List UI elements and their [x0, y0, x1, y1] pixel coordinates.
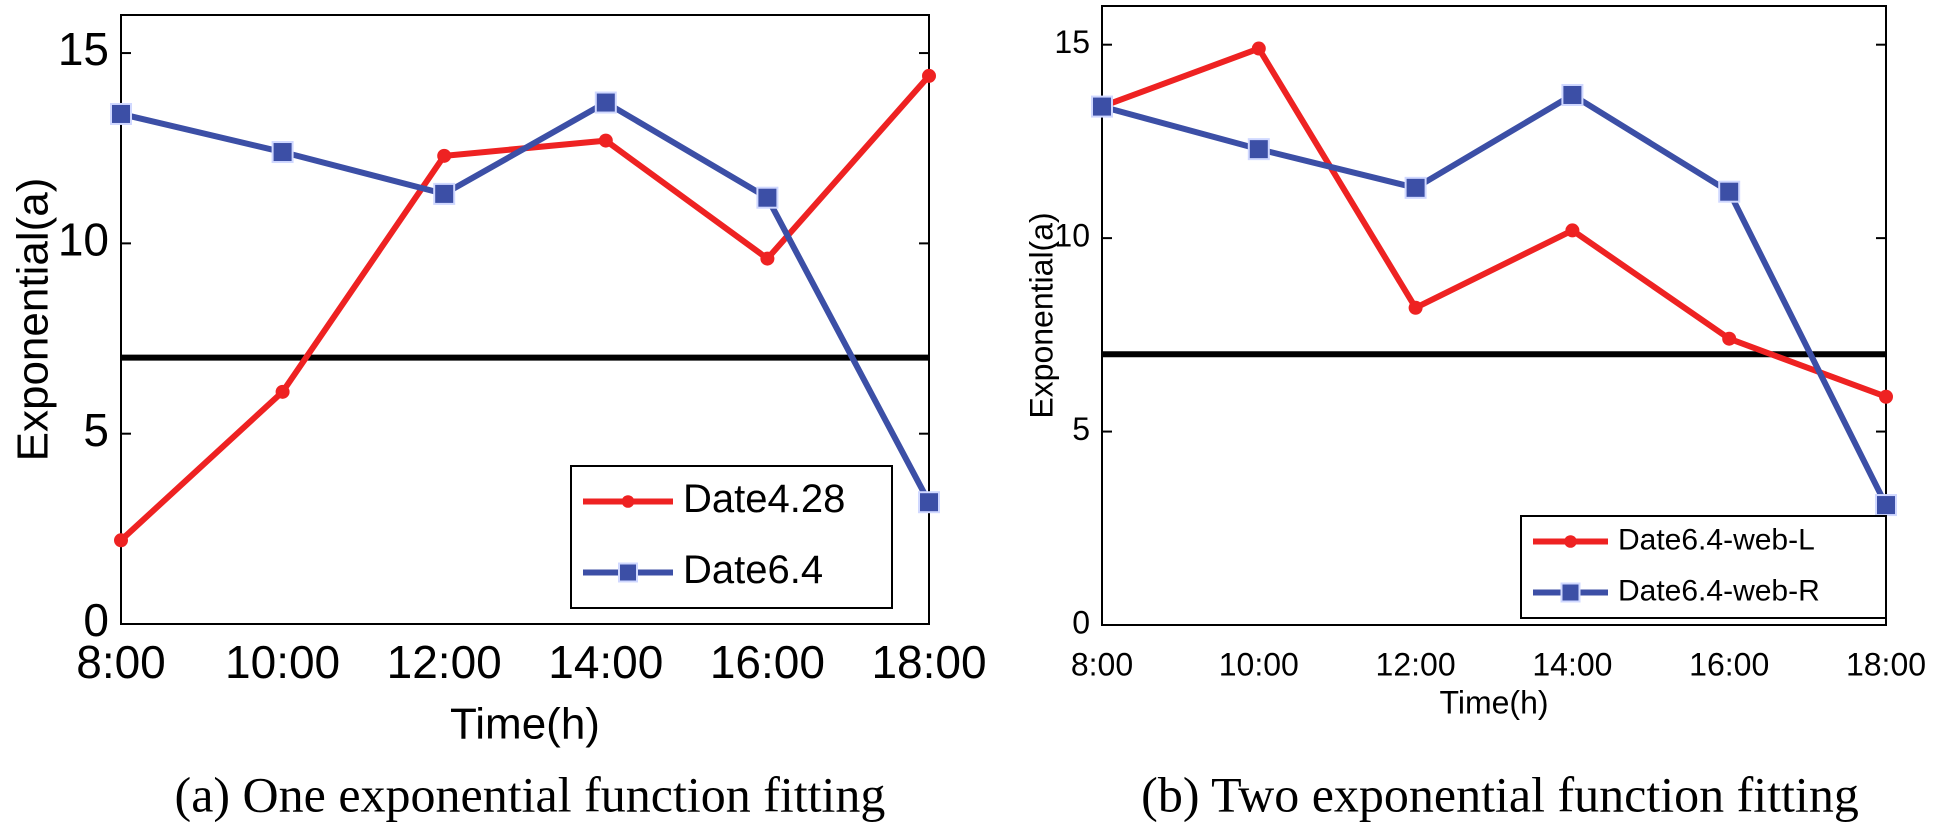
marker [756, 186, 779, 209]
marker [1564, 535, 1577, 548]
marker [437, 148, 452, 163]
y-tick-label: 10 [1054, 218, 1090, 254]
x-tick-label: 14:00 [548, 636, 663, 688]
caption: (b) Two exponential function fitting [1141, 766, 1859, 822]
x-tick-label: 16:00 [1689, 646, 1769, 682]
y-tick-label: 15 [1054, 24, 1090, 60]
marker [110, 102, 132, 125]
legend-label: Date6.4-web-R [1618, 574, 1820, 607]
x-tick-label: 18:00 [1846, 646, 1926, 682]
y-axis-label: Exponential(a) [9, 178, 58, 462]
y-tick-label: 0 [83, 594, 109, 646]
marker [1565, 223, 1580, 238]
series-line [1101, 91, 1889, 507]
marker [1247, 138, 1270, 161]
marker [1879, 389, 1893, 404]
marker [1560, 582, 1581, 603]
y-tick-label: 5 [83, 404, 109, 456]
series-line [120, 99, 932, 504]
x-tick-label: 16:00 [710, 636, 825, 688]
marker [1718, 180, 1741, 203]
x-tick-label: 8:00 [1071, 646, 1133, 682]
x-axis-label: Time(h) [1439, 684, 1548, 720]
marker [922, 68, 936, 83]
series-line [1100, 45, 1888, 400]
marker [1404, 176, 1427, 199]
marker [271, 141, 294, 164]
legend-box [1520, 515, 1887, 619]
marker [433, 182, 456, 205]
x-tick-label: 14:00 [1532, 646, 1612, 682]
y-tick-label: 10 [58, 214, 109, 266]
x-tick-label: 10:00 [225, 636, 340, 688]
marker [594, 91, 617, 114]
chart: 0 5 10 15 8:00 10:00 12:00 14:00 16:00 18:00 Time(… [9, 14, 987, 822]
legend-label: Date6.4 [683, 548, 823, 592]
y-axis-label: Exponential(a) [1023, 212, 1059, 418]
marker [918, 491, 940, 514]
marker [621, 495, 635, 508]
marker [1408, 300, 1423, 315]
marker [1722, 331, 1737, 346]
caption: (a) One exponential function fitting [175, 766, 886, 822]
marker [1875, 494, 1897, 517]
y-tick-label: 15 [58, 23, 109, 75]
x-axis-label: Time(h) [450, 700, 600, 749]
marker [618, 562, 638, 583]
legend-label: Date4.28 [683, 477, 845, 521]
y-tick-label: 0 [1072, 604, 1090, 640]
chart: 0 5 10 15 8:00 10:00 12:00 14:00 16:00 18:00 Time(… [1023, 5, 1926, 822]
x-tick-label: 12:00 [1376, 646, 1456, 682]
marker [760, 251, 775, 266]
marker [1091, 95, 1113, 118]
legend-label: Date6.4-web-L [1618, 523, 1815, 556]
x-tick-label: 12:00 [387, 636, 502, 688]
marker [114, 533, 128, 548]
y-tick-label: 5 [1072, 411, 1090, 447]
x-tick-label: 8:00 [76, 636, 166, 688]
marker [598, 133, 613, 148]
x-tick-label: 18:00 [871, 636, 986, 688]
marker [275, 384, 290, 399]
x-tick-label: 10:00 [1219, 646, 1299, 682]
marker [1251, 41, 1266, 56]
legend-box [570, 465, 893, 609]
marker [1561, 83, 1584, 106]
